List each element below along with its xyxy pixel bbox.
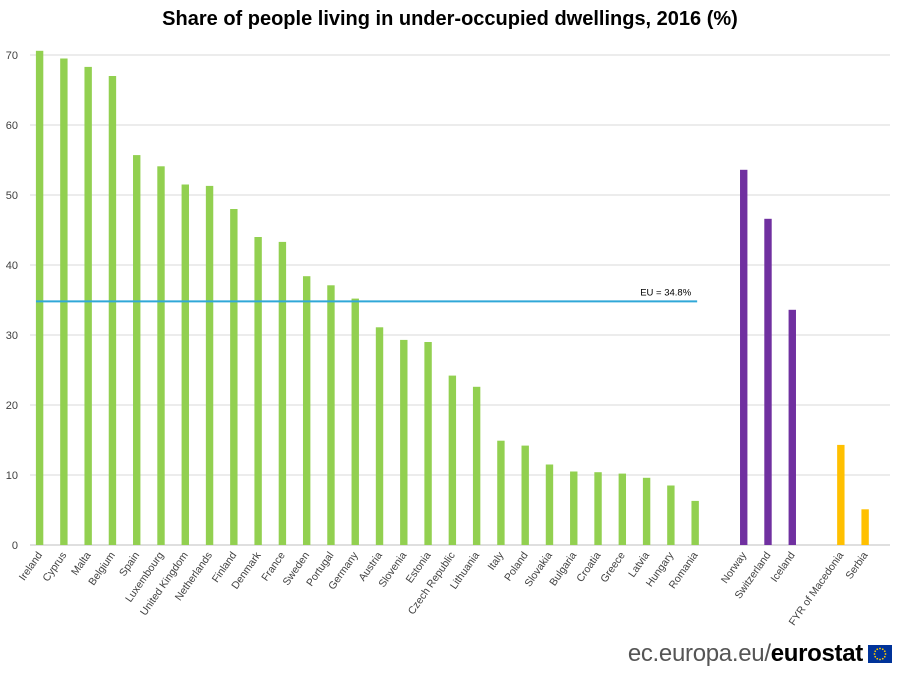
chart-title: Share of people living in under-occupied… — [162, 8, 738, 30]
bar-slovenia — [400, 339, 408, 545]
y-tick-label: 30 — [6, 330, 18, 342]
reference-line-group: EU = 34.8% — [36, 287, 698, 303]
flag-star — [876, 648, 879, 651]
bar-norway — [740, 169, 748, 546]
y-tick-label: 70 — [6, 50, 18, 62]
bar-croatia — [594, 472, 602, 545]
y-tick-label: 40 — [6, 260, 18, 272]
eu-flag-icon — [868, 645, 892, 663]
y-tick-label: 60 — [6, 120, 18, 132]
bar-belgium — [108, 76, 117, 545]
footer-brand: eurostat — [770, 640, 864, 667]
bar-fyr-of-macedonia — [837, 444, 845, 545]
footer-url: ec.europa.eu/ — [627, 640, 771, 667]
bar-greece — [618, 473, 627, 545]
bar-austria — [375, 327, 384, 545]
bar-sweden — [302, 276, 311, 545]
x-tick-label: Malta — [69, 550, 94, 578]
bar-italy — [497, 440, 505, 545]
bar-estonia — [424, 342, 432, 545]
footer: ec.europa.eu/ eurostat — [627, 640, 892, 667]
x-tick-label: Cyprus — [40, 550, 69, 584]
bar-denmark — [254, 237, 262, 545]
flag-star — [874, 650, 877, 653]
flag-star — [881, 657, 884, 660]
flag-star — [876, 657, 879, 660]
bar-poland — [521, 445, 529, 545]
y-axis-ticks: 0 10 20 30 40 50 60 70 — [6, 50, 18, 552]
bar-luxembourg — [157, 166, 165, 546]
x-tick-label: Iceland — [768, 550, 797, 585]
bar-netherlands — [205, 185, 214, 545]
bar-portugal — [327, 285, 335, 545]
bar-united-kingdom — [181, 184, 189, 545]
flag-star — [879, 658, 881, 661]
bar-ireland — [35, 50, 44, 546]
bar-switzerland — [764, 218, 772, 546]
flag-star — [873, 653, 876, 655]
bar-france — [278, 241, 287, 545]
bar-hungary — [667, 485, 675, 545]
flag-star — [879, 647, 881, 650]
x-tick-label: FYR of Macedonia — [787, 550, 847, 628]
bar-lithuania — [472, 386, 481, 545]
flag-star — [874, 655, 877, 658]
bar-spain — [133, 155, 141, 545]
bar-finland — [230, 209, 238, 545]
bar-malta — [84, 66, 92, 546]
x-tick-label: Greece — [598, 550, 628, 585]
bar-latvia — [642, 477, 651, 545]
x-tick-label: Serbia — [843, 550, 870, 582]
bar-romania — [691, 500, 699, 545]
flag-star — [881, 648, 884, 651]
y-tick-label: 50 — [6, 190, 18, 202]
y-tick-label: 0 — [12, 540, 18, 552]
bar-serbia — [861, 509, 869, 545]
flag-star — [883, 650, 886, 653]
y-tick-label: 10 — [6, 470, 18, 482]
bar-bulgaria — [570, 471, 578, 545]
y-tick-label: 20 — [6, 400, 18, 412]
bar-czech-republic — [448, 375, 457, 545]
x-tick-label: Italy — [485, 549, 506, 572]
reference-line-label: EU = 34.8% — [640, 287, 692, 298]
flag-star — [884, 653, 887, 655]
bar-iceland — [788, 309, 796, 545]
bar-slovakia — [545, 464, 554, 545]
flag-star — [883, 655, 886, 658]
bar-germany — [351, 298, 359, 545]
